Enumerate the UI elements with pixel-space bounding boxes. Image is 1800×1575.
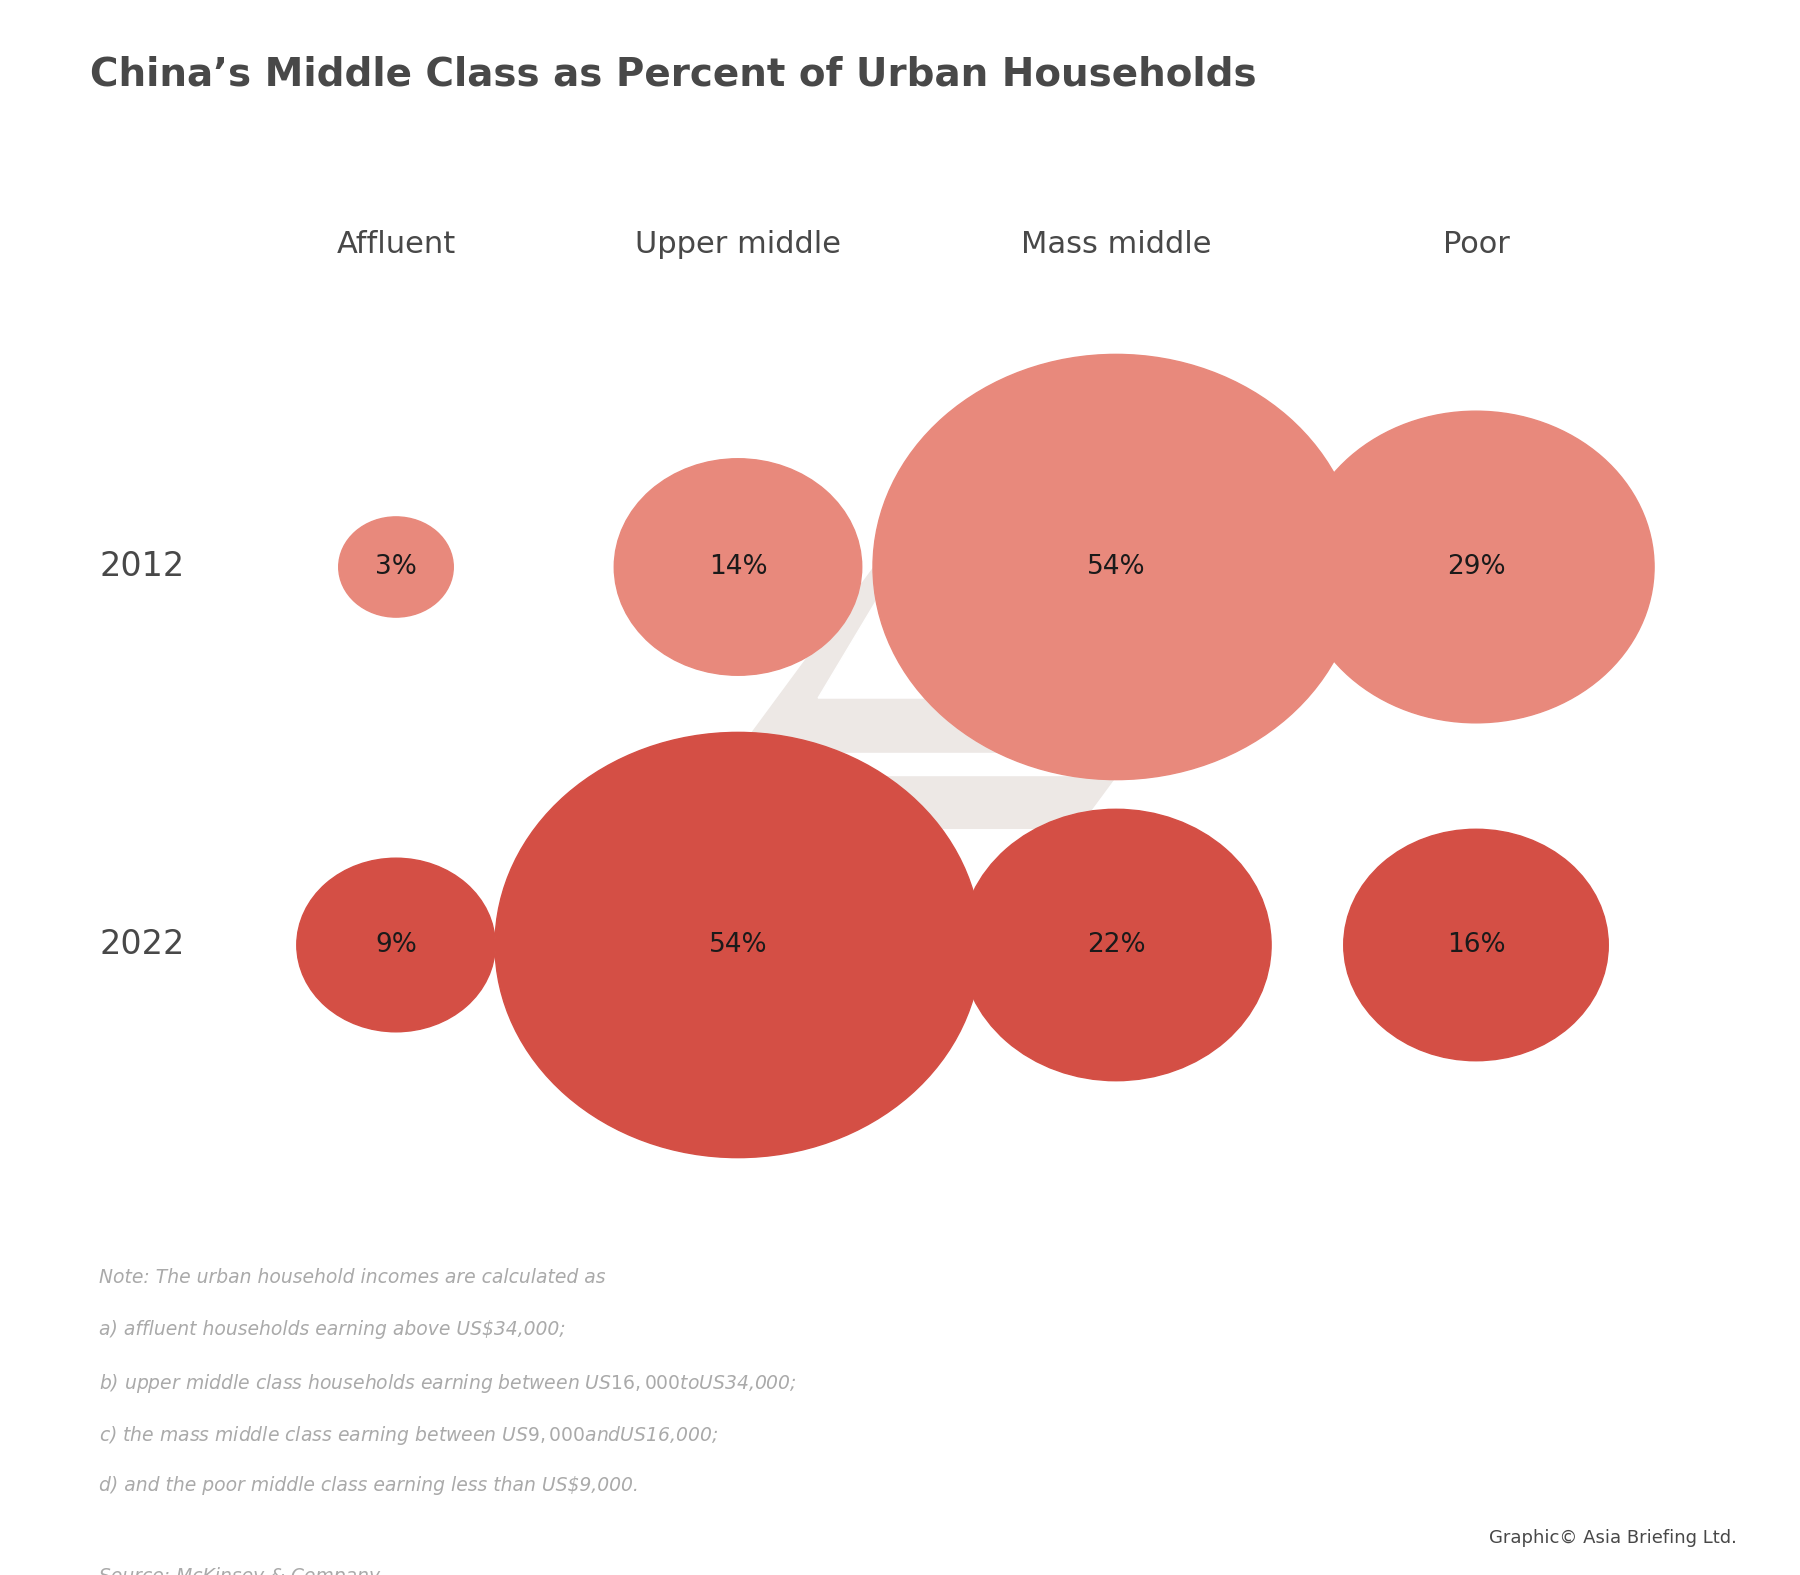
Text: China’s Middle Class as Percent of Urban Households: China’s Middle Class as Percent of Urban…	[90, 55, 1256, 93]
Text: a) affluent households earning above US$34,000;: a) affluent households earning above US$…	[99, 1320, 565, 1339]
Circle shape	[495, 732, 981, 1158]
Text: 54%: 54%	[1087, 554, 1145, 580]
Text: 3%: 3%	[374, 554, 418, 580]
Circle shape	[873, 354, 1359, 780]
Circle shape	[961, 810, 1271, 1080]
Polygon shape	[729, 764, 1125, 1033]
Circle shape	[338, 517, 454, 617]
Circle shape	[1345, 830, 1607, 1060]
Text: d) and the poor middle class earning less than US$9,000.: d) and the poor middle class earning les…	[99, 1476, 639, 1495]
Text: Poor: Poor	[1442, 230, 1510, 258]
Text: Affluent: Affluent	[337, 230, 455, 258]
Circle shape	[297, 858, 495, 1032]
Text: 9%: 9%	[374, 932, 418, 958]
Text: Source: McKinsey & Company: Source: McKinsey & Company	[99, 1567, 380, 1575]
Text: 22%: 22%	[1087, 932, 1145, 958]
Text: Upper middle: Upper middle	[635, 230, 841, 258]
Text: c) the mass middle class earning between US$9,000 and US$16,000;: c) the mass middle class earning between…	[99, 1424, 718, 1447]
Polygon shape	[817, 517, 1037, 698]
Text: 2022: 2022	[99, 929, 184, 961]
Text: 29%: 29%	[1447, 554, 1505, 580]
Polygon shape	[817, 830, 1037, 1011]
Text: 16%: 16%	[1447, 932, 1505, 958]
Text: Graphic© Asia Briefing Ltd.: Graphic© Asia Briefing Ltd.	[1489, 1529, 1737, 1547]
Circle shape	[614, 458, 862, 676]
Text: Mass middle: Mass middle	[1021, 230, 1211, 258]
Text: 54%: 54%	[709, 932, 767, 958]
Circle shape	[1298, 411, 1654, 723]
Text: 2012: 2012	[99, 551, 184, 583]
Polygon shape	[729, 496, 1125, 764]
Bar	[729, 753, 1125, 775]
Text: 14%: 14%	[709, 554, 767, 580]
Text: Note: The urban household incomes are calculated as: Note: The urban household incomes are ca…	[99, 1268, 605, 1287]
Text: b) upper middle class households earning between US$16,000 to US$34,000;: b) upper middle class households earning…	[99, 1372, 797, 1395]
